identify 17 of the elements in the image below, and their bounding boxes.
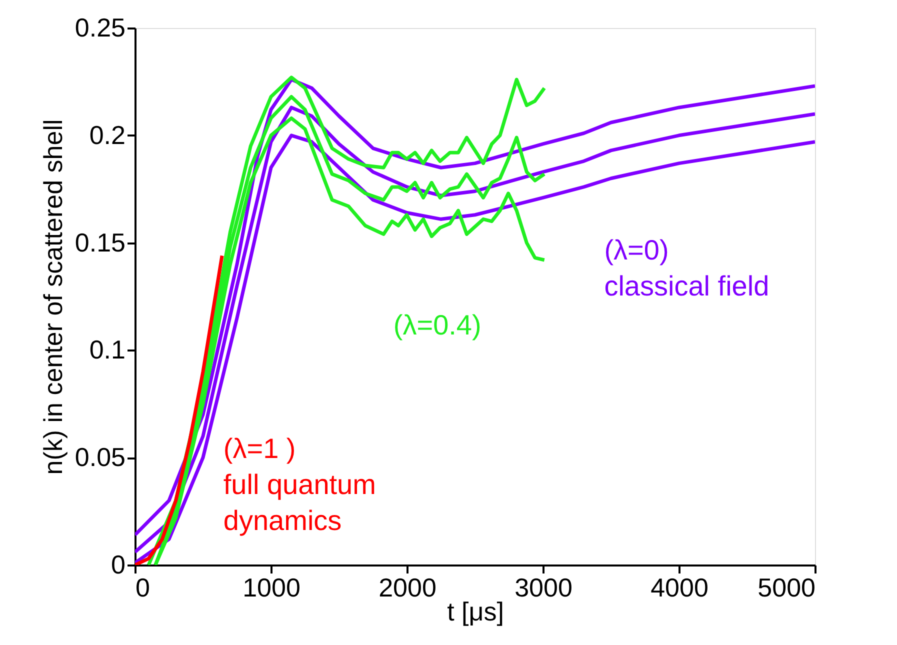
y-tick-label: 0.1 (89, 334, 126, 365)
y-axis-title: n(k) in center of scattered shell (38, 119, 68, 475)
y-tick-label: 0.25 (74, 12, 126, 42)
x-tick-label: 1000 (242, 572, 300, 602)
y-tick-label: 0.2 (89, 120, 126, 150)
series-label: (λ=1 ) full quantum dynamics (223, 433, 376, 536)
x-tick-label: 0 (136, 572, 150, 602)
text: (λ=0) classical field (604, 234, 770, 302)
x-tick-label: 4000 (650, 572, 708, 602)
y-tick-label: 0.15 (74, 227, 126, 258)
y-tick-label: 0.05 (74, 442, 126, 472)
x-tick-label: 2000 (378, 572, 436, 602)
x-axis-title: t [μs] (447, 596, 504, 626)
x-tick-label: 5000 (758, 572, 816, 602)
text: (λ=0.4) (393, 310, 482, 341)
y-tick-label: 0 (111, 550, 126, 580)
x-tick-label: 3000 (514, 572, 572, 602)
